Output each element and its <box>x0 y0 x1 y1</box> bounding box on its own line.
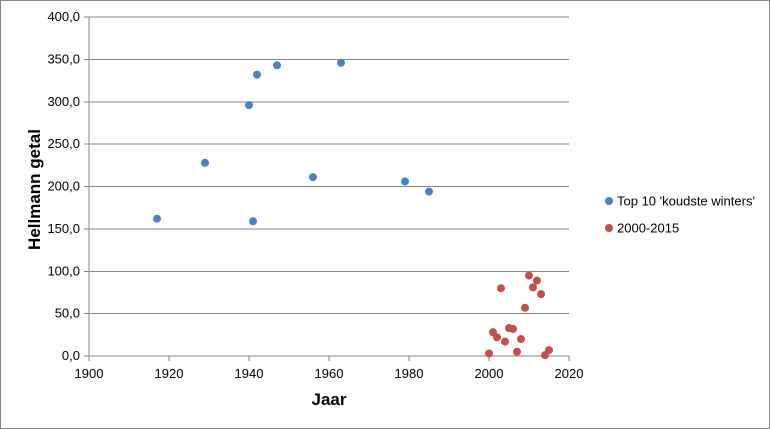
data-point-series-2 <box>537 290 545 299</box>
data-point-series-2 <box>521 303 529 312</box>
y-tick-label: 150,0 <box>47 221 80 236</box>
x-tick-label: 1940 <box>235 366 264 381</box>
data-point-series-1 <box>201 158 209 167</box>
y-tick-label: 0,0 <box>62 348 80 363</box>
y-tick-label: 50,0 <box>55 306 80 321</box>
data-point-series-1 <box>153 214 161 223</box>
data-point-series-2 <box>501 337 509 346</box>
data-point-series-1 <box>249 217 257 226</box>
data-point-series-1 <box>337 58 345 67</box>
y-tick-label: 100,0 <box>47 263 80 278</box>
grid-lines <box>89 16 569 315</box>
x-tick-label: 1960 <box>315 366 344 381</box>
x-tick-label: 2020 <box>555 366 584 381</box>
legend-marker <box>605 197 613 205</box>
y-tick-label: 350,0 <box>47 51 80 66</box>
y-tick-label: 300,0 <box>47 94 80 109</box>
y-tick-labels: 0,0 50,0 100,0 150,0 200,0 250,0 300,0 350,0 400… <box>47 9 89 363</box>
y-tick-label: 200,0 <box>47 179 80 194</box>
x-tick-label: 1920 <box>155 366 184 381</box>
data-point-series-2 <box>485 349 493 358</box>
legend-label: Top 10 'koudste winters' <box>617 194 755 209</box>
x-tick-label: 2000 <box>475 366 504 381</box>
x-axis-title: Jaar <box>312 390 347 409</box>
legend-label: 2000-2015 <box>617 221 679 236</box>
data-point-series-1 <box>425 187 433 196</box>
data-point-series-1 <box>273 61 281 70</box>
data-point-series-2 <box>513 347 521 356</box>
data-point-series-2 <box>509 324 517 333</box>
data-point-series-2 <box>517 335 525 344</box>
data-point-series-2 <box>545 346 553 355</box>
x-tick-label: 1980 <box>395 366 424 381</box>
y-tick-label: 250,0 <box>47 136 80 151</box>
y-tick-label: 400,0 <box>47 9 80 24</box>
data-point-series-2 <box>497 284 505 293</box>
data-point-series-2 <box>525 271 533 280</box>
data-point-series-1 <box>253 70 261 79</box>
data-point-series-2 <box>493 333 501 342</box>
legend: Top 10 'koudste winters' 2000-2015 <box>605 194 755 236</box>
legend-marker <box>605 224 613 232</box>
y-axis-title: Hellmann getal <box>25 129 44 250</box>
data-point-series-2 <box>533 276 541 285</box>
data-point-series-1 <box>401 177 409 186</box>
data-points <box>153 58 553 360</box>
data-point-series-2 <box>529 283 537 292</box>
data-point-series-1 <box>309 173 317 182</box>
x-tick-labels: 1900 1920 1940 1960 1980 2000 2020 <box>75 356 584 381</box>
data-point-series-1 <box>245 101 253 110</box>
x-tick-label: 1900 <box>75 366 104 381</box>
